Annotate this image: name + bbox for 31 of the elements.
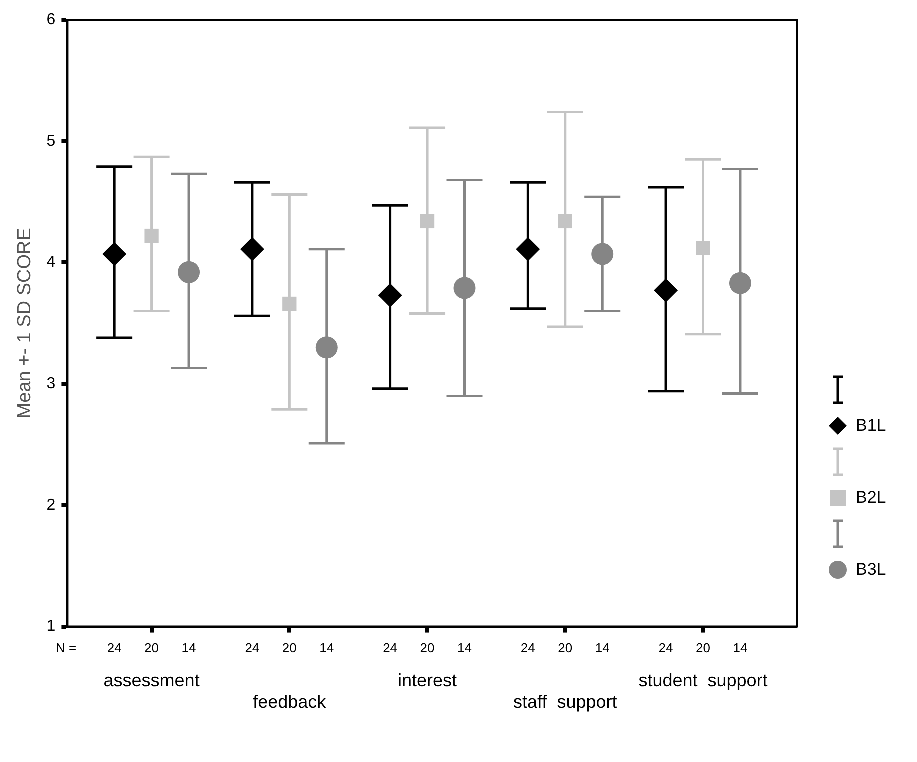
text: 14 [458,640,472,656]
y-tick-label: 4 [46,254,56,272]
text: 20 [282,640,297,656]
legend-label: B1L [856,416,886,436]
text: 24 [245,640,260,656]
y-tick-label: 2 [46,496,56,514]
text: 20 [558,640,573,656]
x-tick-label: staff support [514,692,618,712]
y-tick-label: 6 [46,11,56,28]
text: 24 [107,640,122,656]
text: 20 [696,640,710,656]
x-tick-label: student support [638,670,768,691]
legend-label: B3L [856,560,886,580]
y-tick-label: 1 [46,618,56,636]
text: 24 [383,640,398,656]
text: 14 [595,640,610,656]
y-tick-label: 5 [46,132,56,150]
text: 14 [320,640,334,656]
text: 24 [520,640,536,656]
y-tick-label: 3 [46,375,56,392]
text: N = [56,640,77,656]
x-tick-label: assessment [104,670,200,691]
legend-label: B2L [856,488,886,508]
x-tick-label: interest [398,670,458,691]
text: 14 [182,640,196,656]
x-tick-label: feedback [253,692,328,712]
text: 20 [420,640,435,656]
text: 20 [144,640,160,656]
y-axis-title: Mean +- 1 SD SCORE [14,228,36,419]
text: 14 [733,640,748,656]
text: 24 [658,640,674,656]
